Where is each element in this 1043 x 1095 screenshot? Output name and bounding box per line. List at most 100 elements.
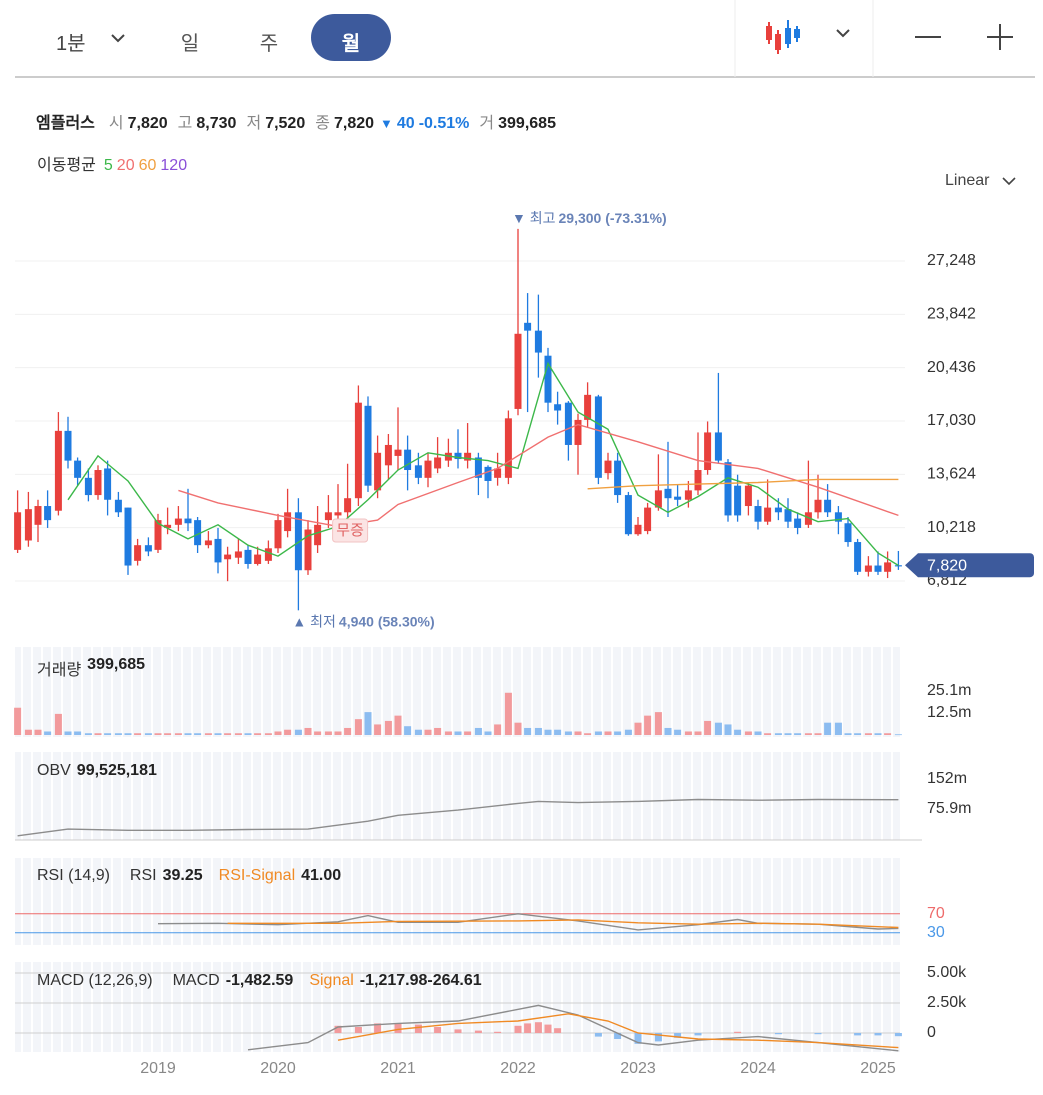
y-tick-label: 70 [927, 905, 945, 922]
volume-bar [704, 720, 712, 735]
candle-body [484, 466, 492, 481]
volume-bar [684, 731, 692, 735]
volume-bar [884, 733, 892, 735]
legend-entry: 5 [103, 157, 113, 174]
volume-bar [824, 722, 832, 735]
candle-body [764, 507, 772, 522]
histogram-bar [634, 1033, 642, 1044]
volume-bar [144, 733, 152, 735]
volume-bar [434, 727, 442, 735]
interval[interactable]: 1분 [56, 33, 86, 55]
volume-bar [594, 731, 602, 735]
volume-bar [524, 727, 532, 735]
volume-bar [624, 729, 632, 735]
volume-bar [784, 733, 792, 735]
series-name: RSI [129, 867, 157, 884]
y-tick-label: 75.9m [927, 800, 971, 817]
tab[interactable]: 주 [259, 33, 279, 55]
obv-header: OBV 99,525,181 [37, 762, 157, 780]
volume-bar [804, 733, 812, 735]
histogram-bar [544, 1024, 552, 1033]
histogram-bar [654, 1033, 662, 1042]
chart-type-chevron[interactable] [836, 29, 850, 38]
stock-name: 엠플러스 [36, 115, 95, 132]
y-tick-label: 2.50k [927, 994, 967, 1011]
candle-body [624, 495, 632, 535]
candle-body [634, 524, 642, 535]
volume-bar [734, 729, 742, 735]
candle-body [414, 465, 422, 478]
last-price-tag [905, 553, 1034, 578]
panel-value: 399,685 [87, 656, 146, 673]
quote-key: 저 [246, 115, 262, 132]
candle-body [544, 355, 552, 403]
candle-body [124, 507, 132, 566]
legend-entry: 20 [116, 157, 135, 174]
volume-header: 거래량 399,685 [37, 656, 145, 680]
tab[interactable]: 월 [341, 33, 361, 55]
scale-chevron[interactable] [1002, 177, 1016, 186]
panel-title: RSI (14,9) [37, 867, 110, 884]
series-value: -1,482.59 [225, 972, 294, 989]
candle-body [874, 565, 882, 572]
candle-body [514, 333, 522, 409]
histogram-bar [614, 1033, 622, 1039]
volume-bar [674, 729, 682, 735]
histogram-bar [854, 1033, 862, 1036]
candle-body [54, 430, 62, 511]
volume-bar [304, 727, 312, 735]
y-tick-label: 0 [927, 1024, 936, 1041]
candle-body [294, 512, 302, 571]
tab[interactable]: 일 [180, 33, 200, 55]
candle-body [494, 468, 502, 478]
histogram-bar [594, 1033, 602, 1037]
volume-bar [764, 733, 772, 735]
zoom-in[interactable] [987, 24, 1013, 50]
y-tick-label: 20,436 [927, 359, 976, 376]
candle-body [574, 419, 582, 445]
volume-bar [64, 731, 72, 735]
x-tick-label: 2024 [740, 1060, 776, 1077]
volume-bar [634, 722, 642, 735]
volume-bar [614, 731, 622, 735]
candle-body [464, 452, 472, 461]
candle-body [24, 509, 32, 541]
candle-body [84, 477, 92, 496]
y-tick-label: 152m [927, 770, 967, 787]
volume-bar [84, 733, 92, 735]
candle-body [434, 457, 442, 469]
candle-body [734, 485, 742, 516]
volume-bar [514, 722, 522, 735]
candle-body [854, 542, 862, 572]
series-line [178, 423, 899, 528]
candle-body [394, 449, 402, 456]
rsi-header: RSI (14,9) RSI 39.25 RSI-Signal 41.00 [37, 867, 341, 885]
candle-icon[interactable] [766, 20, 800, 54]
candle-body [844, 523, 852, 543]
quote-row: 엠플러스 시 7,820 고 8,730 저 7,520 종 7,820 ▼ 40 -0… [36, 109, 556, 133]
volume-bar [774, 733, 782, 735]
interval-chevron[interactable] [111, 34, 125, 43]
histogram-bar [454, 1029, 462, 1033]
series-name: MACD [172, 972, 220, 989]
active-tab-pill[interactable] [311, 14, 391, 61]
candle-body [894, 565, 902, 567]
volume-bar [644, 715, 652, 735]
candle-body [214, 538, 222, 563]
histogram-bar [694, 1033, 702, 1036]
volume-bar [54, 713, 62, 735]
volume-bar [354, 719, 362, 735]
volume-bar [394, 715, 402, 735]
histogram-bar [534, 1022, 542, 1033]
histogram-bar [674, 1033, 682, 1038]
volume-bar [894, 734, 902, 736]
y-tick-label: 30 [927, 924, 945, 941]
volume-bar [234, 733, 242, 735]
candle-body [174, 518, 182, 525]
candle-body [504, 418, 512, 478]
histogram-bar [814, 1033, 822, 1035]
volume-bar [664, 727, 672, 735]
volume-bar [874, 733, 882, 735]
scale-mode[interactable]: Linear [945, 172, 990, 189]
